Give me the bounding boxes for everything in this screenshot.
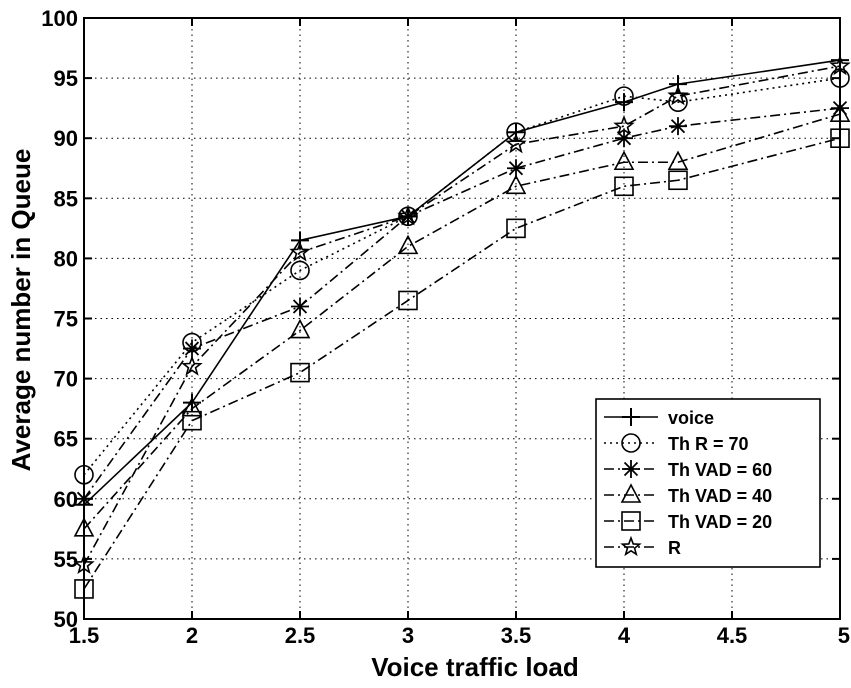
y-tick-label: 70 [54, 367, 78, 392]
y-tick-label: 80 [54, 246, 78, 271]
data-point-triangle [289, 318, 311, 339]
legend-label: Th R = 70 [668, 434, 749, 454]
y-tick-label: 50 [54, 607, 78, 632]
data-point-star [613, 114, 635, 136]
y-axis-title: Average number in Queue [6, 149, 36, 472]
y-tick-label: 75 [54, 307, 78, 332]
data-point-square [614, 176, 634, 197]
legend-marker-square [621, 511, 641, 531]
data-point-triangle [505, 174, 527, 195]
series-layer [73, 51, 851, 599]
legend-marker-plus [622, 408, 640, 426]
data-point-square [290, 362, 310, 383]
data-point-square [398, 290, 418, 311]
axes-layer: 1.5 2 2.5 3 3.5 4 4.5 5 50 55 60 65 70 75 80 85 90 95 100 [41, 6, 850, 648]
legend-marker-asterisk [622, 460, 640, 478]
legend: voice Th R = 70 Th VAD = 60 Th VAD = 40 Th V… [595, 398, 821, 568]
series-line [83, 113, 841, 530]
x-axis-title: Voice traffic load [371, 652, 579, 682]
legend-label: R [668, 538, 681, 558]
data-point-plus [669, 75, 687, 94]
series-star [73, 54, 851, 575]
series-line [83, 59, 841, 506]
x-tick-label: 4 [618, 623, 631, 648]
data-point-square [182, 410, 202, 431]
legend-box [595, 398, 821, 568]
x-tick-label: 3.5 [501, 623, 532, 648]
data-point-triangle [397, 234, 419, 255]
y-tick-label: 65 [54, 427, 78, 452]
x-tick-label: 4.5 [717, 623, 748, 648]
data-point-square [668, 170, 688, 191]
y-tick-label: 90 [54, 126, 78, 151]
series-line [83, 107, 841, 500]
x-tick-label: 1.5 [69, 623, 100, 648]
data-point-star [397, 205, 419, 226]
data-point-circle [668, 92, 688, 112]
data-point-triangle [667, 150, 689, 171]
data-point-asterisk [291, 297, 309, 316]
data-point-asterisk [399, 207, 417, 226]
data-point-star [667, 84, 689, 106]
data-point-asterisk [507, 159, 525, 178]
data-point-triangle [181, 396, 203, 417]
data-point-asterisk [615, 129, 633, 148]
legend-label: voice [668, 408, 714, 428]
x-tick-label: 5 [838, 623, 850, 648]
legend-label: Th VAD = 60 [668, 460, 772, 480]
data-point-asterisk [669, 117, 687, 136]
series-line [83, 65, 841, 566]
y-tick-label: 85 [54, 186, 78, 211]
legend-label: Th VAD = 40 [668, 486, 772, 506]
y-tick-label: 55 [54, 547, 78, 572]
y-tick-label: 60 [54, 487, 78, 512]
x-tick-label: 2 [186, 623, 198, 648]
data-point-star [505, 132, 527, 154]
y-tick-label: 100 [41, 6, 78, 31]
data-point-star [289, 241, 311, 262]
legend-label: Th VAD = 20 [668, 512, 772, 532]
legend-marker-triangle [620, 483, 642, 503]
data-point-circle [290, 260, 310, 281]
y-tick-label: 95 [54, 66, 78, 91]
data-point-star [181, 355, 203, 376]
data-point-square [506, 218, 526, 239]
legend-marker-circle [621, 433, 641, 453]
x-tick-label: 2.5 [285, 623, 316, 648]
data-point-circle [614, 86, 634, 106]
data-point-triangle [613, 150, 635, 171]
x-tick-label: 3 [402, 623, 414, 648]
data-point-asterisk [183, 339, 201, 358]
series-square [74, 128, 850, 599]
legend-marker-star [620, 535, 642, 557]
data-point-circle [506, 122, 526, 142]
data-point-plus [291, 231, 309, 250]
series-line [83, 77, 841, 476]
series-triangle [73, 102, 851, 537]
